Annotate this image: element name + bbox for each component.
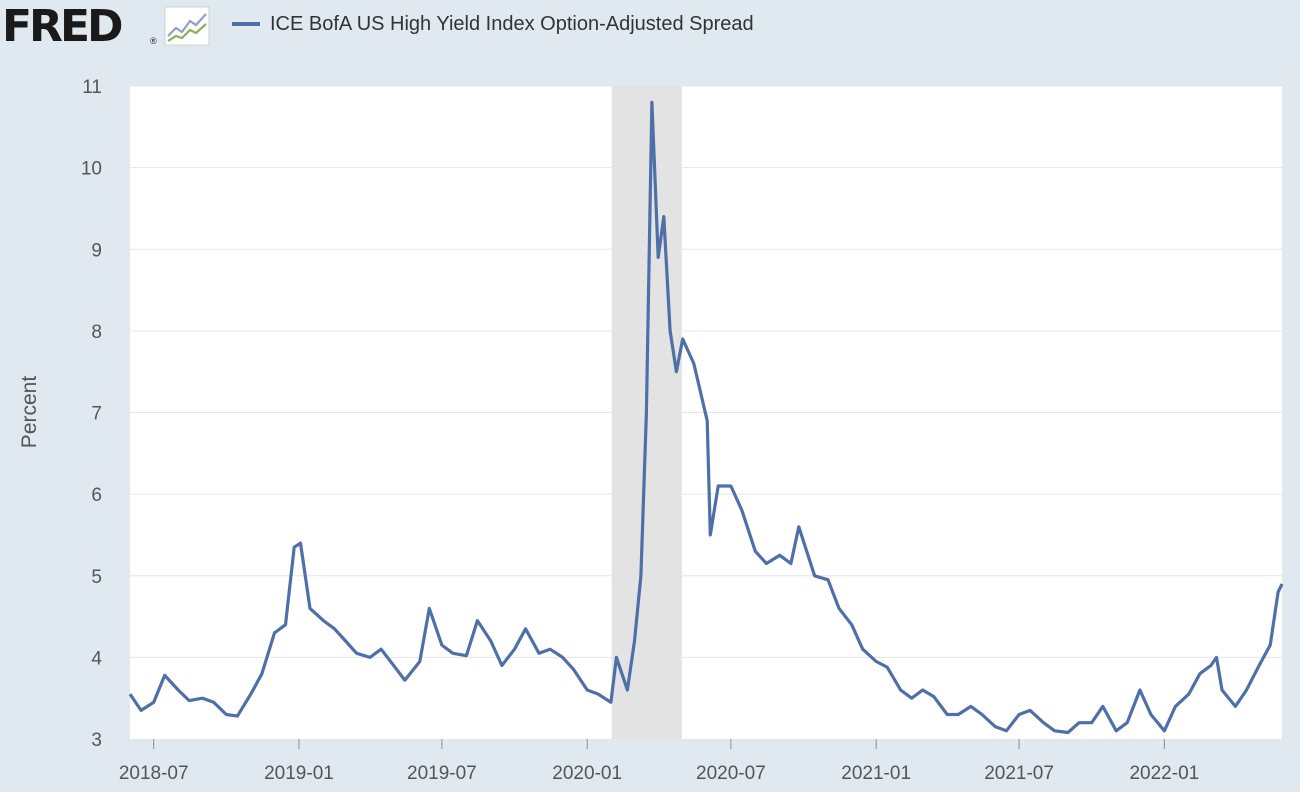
x-tick-label: 2019-01 (264, 763, 334, 784)
y-axis-label: Percent (18, 376, 41, 449)
x-tick-label: 2020-07 (696, 763, 766, 784)
series-line[interactable] (128, 100, 1284, 735)
y-tick-label: 7 (91, 404, 102, 425)
x-axis-ticks: 2018-07 2019-01 2019-07 2020-01 2020-07 2021-… (119, 739, 1199, 784)
y-axis-ticks: 3 4 5 6 7 8 9 10 11 (81, 77, 103, 751)
gridlines (130, 85, 1282, 658)
x-tick-label: 2020-01 (552, 763, 622, 784)
legend-swatch (232, 22, 260, 26)
y-tick-label: 4 (91, 648, 102, 669)
y-tick-label: 9 (91, 240, 102, 261)
fred-logo[interactable]: FRED (2, 1, 124, 52)
x-tick-label: 2018-07 (119, 763, 189, 784)
y-tick-label: 8 (91, 322, 102, 343)
x-tick-label: 2021-01 (841, 763, 911, 784)
chart-header: FRED ® ICE BofA US High Yield Index Opti… (0, 0, 1300, 56)
x-tick-label: 2019-07 (407, 763, 477, 784)
y-tick-label: 3 (91, 730, 102, 751)
x-tick-label: 2022-01 (1129, 763, 1199, 784)
y-tick-label: 11 (82, 77, 102, 98)
logo-registered-mark: ® (150, 36, 157, 46)
y-tick-label: 10 (81, 159, 102, 180)
chart-legend: ICE BofA US High Yield Index Option-Adju… (232, 10, 754, 38)
legend-series-label[interactable]: ICE BofA US High Yield Index Option-Adju… (270, 12, 754, 35)
y-tick-label: 6 (91, 485, 102, 506)
y-tick-label: 5 (91, 567, 102, 588)
line-graph-icon (164, 6, 210, 46)
x-tick-label: 2021-07 (984, 763, 1054, 784)
